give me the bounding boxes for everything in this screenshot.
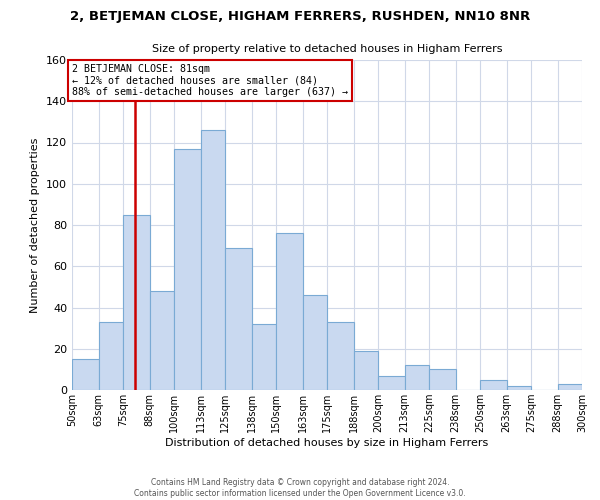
- Bar: [72, 359, 98, 390]
- Y-axis label: Number of detached properties: Number of detached properties: [31, 138, 40, 312]
- Bar: [225, 248, 251, 390]
- Bar: [404, 365, 429, 390]
- Text: Contains HM Land Registry data © Crown copyright and database right 2024.
Contai: Contains HM Land Registry data © Crown c…: [134, 478, 466, 498]
- Bar: [251, 324, 276, 390]
- Bar: [353, 351, 378, 390]
- Bar: [123, 214, 149, 390]
- Bar: [302, 295, 327, 390]
- Bar: [174, 148, 200, 390]
- Bar: [327, 322, 353, 390]
- Text: 2, BETJEMAN CLOSE, HIGHAM FERRERS, RUSHDEN, NN10 8NR: 2, BETJEMAN CLOSE, HIGHAM FERRERS, RUSHD…: [70, 10, 530, 23]
- Bar: [557, 384, 582, 390]
- Bar: [276, 233, 302, 390]
- Bar: [429, 370, 455, 390]
- Bar: [98, 322, 123, 390]
- Text: 2 BETJEMAN CLOSE: 81sqm
← 12% of detached houses are smaller (84)
88% of semi-de: 2 BETJEMAN CLOSE: 81sqm ← 12% of detache…: [72, 64, 348, 98]
- Bar: [378, 376, 404, 390]
- Bar: [480, 380, 506, 390]
- Title: Size of property relative to detached houses in Higham Ferrers: Size of property relative to detached ho…: [152, 44, 502, 54]
- Bar: [200, 130, 225, 390]
- X-axis label: Distribution of detached houses by size in Higham Ferrers: Distribution of detached houses by size …: [166, 438, 488, 448]
- Bar: [149, 291, 174, 390]
- Bar: [506, 386, 531, 390]
